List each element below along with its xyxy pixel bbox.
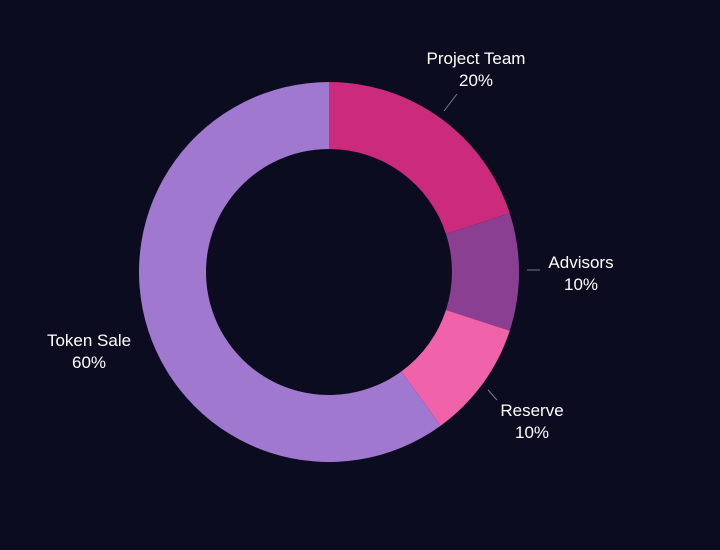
slice-name-label: Reserve: [500, 401, 563, 420]
slice-reserve: [401, 310, 510, 426]
slice-advisors: [445, 213, 519, 331]
label-group: Project Team 20% Advisors 10% Reserve 10% Toke…: [47, 49, 614, 442]
slice-name-label: Project Team: [427, 49, 526, 68]
slice-percent-label: 10%: [515, 423, 549, 442]
leader-line-project-team: [443, 93, 458, 112]
slice-project-team: [329, 82, 510, 234]
slice-percent-label: 10%: [564, 275, 598, 294]
leader-line-group: [443, 93, 540, 401]
leader-line-reserve: [487, 389, 498, 401]
slice-percent-label: 60%: [72, 353, 106, 372]
slice-name-label: Advisors: [548, 253, 613, 272]
slice-name-label: Token Sale: [47, 331, 131, 350]
slice-token-sale: [139, 82, 441, 462]
slice-group: [139, 82, 519, 462]
slice-percent-label: 20%: [459, 71, 493, 90]
